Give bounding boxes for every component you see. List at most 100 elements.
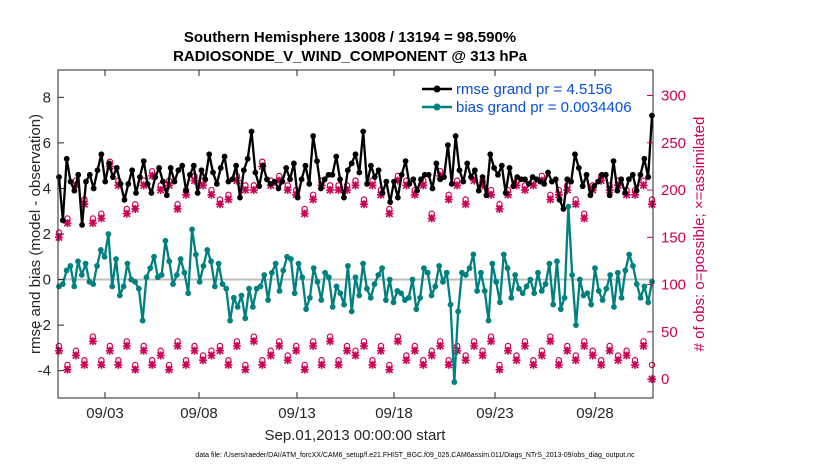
obs-assimilated-glyph — [571, 356, 580, 365]
rmse-data-point — [610, 158, 617, 165]
bias-data-point — [542, 281, 549, 288]
obs-assimilated-glyph — [139, 346, 148, 355]
obs-assimilated-marker — [55, 346, 63, 355]
rmse-data-point — [402, 158, 409, 165]
rmse-data-point — [229, 176, 236, 183]
bias-data-point — [200, 262, 207, 269]
obs-assimilated-glyph — [444, 195, 453, 204]
obs-assimilated-marker — [334, 186, 343, 195]
obs-assimilated-marker — [470, 176, 479, 185]
bias-data-point — [276, 288, 283, 294]
rmse-data-point — [294, 194, 301, 201]
rmse-data-point — [483, 192, 490, 199]
obs-assimilated-marker — [478, 351, 487, 360]
obs-assimilated-marker — [207, 190, 216, 199]
bias-data-point — [173, 272, 180, 278]
rmse-data-point — [190, 162, 197, 169]
rmse-data-point — [179, 162, 186, 169]
rmse-data-point — [637, 171, 644, 178]
obs-assimilated-glyph — [427, 351, 436, 360]
rmse-data-point — [452, 133, 459, 139]
y-axis-label: rmse and bias (model - observation) — [27, 114, 44, 354]
rmse-data-point — [110, 174, 116, 180]
obs-assimilated-marker — [224, 360, 233, 369]
obs-assimilated-glyph — [368, 181, 377, 190]
obs-assimilated-marker — [88, 219, 97, 228]
obs-assimilated-glyph — [453, 181, 462, 190]
bias-data-point — [219, 281, 226, 288]
obs-assimilated-marker — [241, 186, 250, 195]
rmse-data-point — [629, 171, 636, 178]
rmse-data-point — [364, 180, 370, 187]
rmse-data-point — [618, 176, 625, 183]
obs-assimilated-marker — [309, 195, 318, 204]
rmse-data-point — [341, 194, 347, 201]
rmse-data-point — [410, 176, 417, 183]
obs-assimilated-marker — [503, 346, 512, 355]
obs-assimilated-marker — [182, 190, 191, 199]
bias-data-point — [493, 278, 500, 285]
bias-data-point — [569, 272, 576, 278]
obs-assimilated-glyph — [241, 365, 250, 374]
x-tick-label: 09/13 — [278, 405, 316, 422]
y-tick-label: 2 — [43, 226, 51, 243]
rmse-data-point — [575, 165, 582, 171]
obs-assimilated-glyph — [148, 171, 157, 180]
rmse-data-point — [233, 162, 240, 169]
obs-assimilated-marker — [444, 360, 453, 369]
obs-assimilated-marker — [478, 181, 487, 190]
obs-assimilated-marker — [503, 190, 512, 199]
obs-assimilated-marker — [427, 351, 436, 360]
bias-data-point — [105, 231, 112, 237]
bias-data-point — [132, 278, 138, 285]
obs-assimilated-marker — [597, 360, 606, 369]
obs-assimilated-glyph — [275, 176, 284, 185]
obs-assimilated-marker — [588, 351, 597, 360]
obs-assimilated-glyph — [495, 365, 504, 374]
obs-assimilated-glyph — [122, 209, 131, 218]
rmse-data-point — [117, 180, 124, 187]
obs-assimilated-marker — [207, 351, 216, 360]
bias-data-point — [280, 267, 287, 274]
obs-assimilated-glyph — [359, 200, 368, 209]
rmse-data-point — [156, 165, 163, 171]
obs-assimilated-marker — [512, 181, 521, 190]
obs-assimilated-marker — [520, 186, 529, 195]
obs-assimilated-marker — [554, 360, 563, 369]
rmse-data-point — [148, 190, 155, 196]
obs-assimilated-marker — [605, 346, 614, 355]
rmse-data-point — [414, 187, 421, 194]
obs-assimilated-glyph — [512, 356, 521, 365]
obs-assimilated-glyph — [470, 176, 479, 185]
obs-assimilated-marker — [461, 356, 470, 365]
obs-assimilated-marker — [393, 337, 402, 346]
rmse-data-point — [310, 133, 317, 139]
rmse-data-point — [187, 171, 193, 178]
bias-data-point — [78, 272, 85, 278]
bias-data-point — [59, 281, 66, 288]
obs-assimilated-marker — [97, 214, 106, 223]
obs-assimilated-glyph — [597, 176, 606, 185]
bias-data-point — [352, 274, 359, 281]
bias-data-point — [523, 283, 530, 290]
bias-data-point — [649, 278, 655, 285]
y-axis-label-right: # of obs: o=possible; ×=assimilated — [691, 117, 708, 352]
bias-data-point — [455, 308, 462, 315]
rmse-data-point — [471, 167, 478, 174]
bias-data-point — [371, 281, 378, 288]
chart-title-line1: Southern Hemisphere 13008 / 13194 = 98.5… — [184, 29, 516, 46]
bias-data-point — [158, 272, 165, 278]
rmse-data-point — [433, 160, 440, 167]
bias-data-point — [645, 299, 652, 306]
rmse-data-point — [545, 169, 551, 176]
obs-assimilated-glyph — [71, 351, 80, 360]
obs-assimilated-glyph — [368, 360, 377, 369]
rmse-data-point — [129, 167, 136, 174]
bias-data-point — [341, 301, 347, 308]
y-right-tick-label: 0 — [661, 371, 669, 388]
rmse-data-point — [144, 180, 151, 187]
rmse-data-point — [198, 167, 205, 174]
obs-assimilated-glyph — [173, 342, 182, 351]
obs-assimilated-marker — [148, 171, 157, 180]
bias-data-point — [147, 265, 154, 272]
